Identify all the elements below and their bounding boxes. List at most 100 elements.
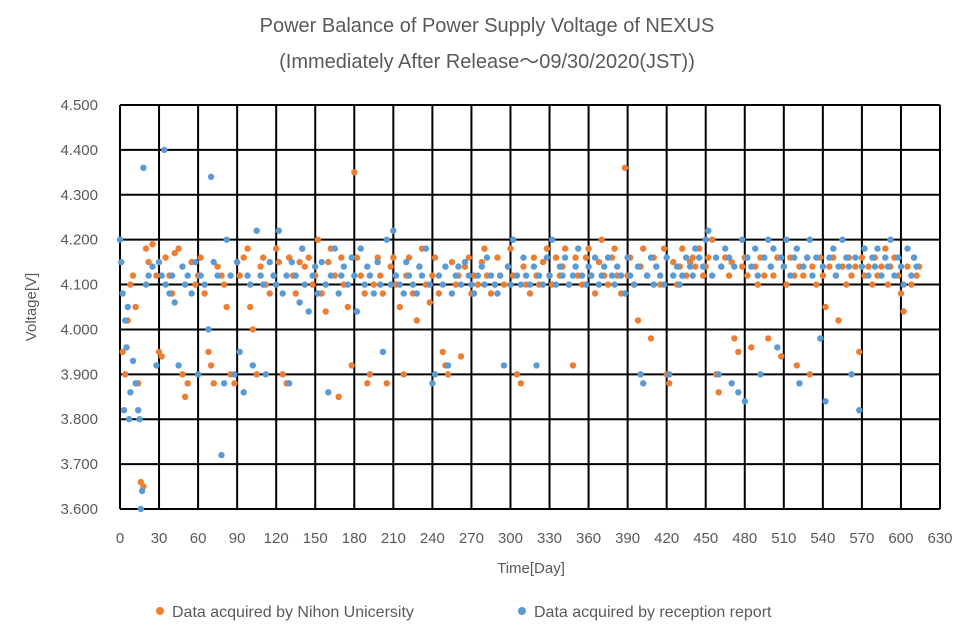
data-point <box>699 263 707 270</box>
x-tick-label: 150 <box>303 530 328 547</box>
data-point <box>699 272 707 279</box>
data-point <box>155 258 163 266</box>
data-point <box>689 254 696 261</box>
data-point <box>396 281 403 288</box>
data-point <box>364 380 371 387</box>
data-point <box>731 335 738 342</box>
data-point <box>526 281 534 288</box>
data-point <box>366 272 374 279</box>
data-point <box>741 398 748 405</box>
data-point <box>709 272 716 279</box>
data-point <box>383 236 390 243</box>
data-point <box>666 371 673 378</box>
data-point <box>457 353 465 360</box>
data-point <box>188 290 195 297</box>
data-point <box>601 263 608 270</box>
data-point <box>643 272 651 279</box>
data-point <box>819 263 827 270</box>
data-point <box>175 245 182 252</box>
data-point <box>314 236 321 243</box>
data-point <box>666 380 673 387</box>
data-point <box>179 263 186 270</box>
x-tick-label: 630 <box>927 530 952 547</box>
data-point <box>431 371 439 378</box>
data-point <box>301 281 308 288</box>
data-point <box>119 348 126 356</box>
data-point <box>244 245 251 252</box>
data-point <box>140 164 147 171</box>
data-point <box>767 263 774 270</box>
data-point <box>884 263 892 270</box>
data-point <box>683 254 690 261</box>
data-point <box>653 263 660 270</box>
data-point <box>153 272 160 279</box>
data-point <box>761 254 768 261</box>
data-point <box>181 393 189 400</box>
data-point <box>478 263 485 270</box>
data-point <box>142 245 150 252</box>
data-point <box>231 380 238 387</box>
data-point <box>793 362 800 369</box>
data-point <box>621 290 629 297</box>
data-point <box>856 407 863 414</box>
data-point <box>426 281 433 288</box>
data-point <box>491 281 499 288</box>
data-point <box>119 290 126 297</box>
data-point <box>591 290 599 297</box>
data-point <box>214 272 221 279</box>
data-point <box>910 254 918 261</box>
data-point <box>127 281 134 288</box>
data-point <box>325 389 332 396</box>
data-point <box>845 263 853 270</box>
data-point <box>878 272 885 279</box>
data-point <box>439 348 446 356</box>
data-point <box>852 254 859 261</box>
data-point <box>220 380 228 387</box>
data-point <box>136 416 143 423</box>
data-point <box>770 272 777 279</box>
data-point <box>184 272 191 279</box>
data-point <box>444 362 452 369</box>
data-point <box>578 272 586 279</box>
data-point <box>465 254 472 261</box>
data-point <box>878 263 885 270</box>
data-point <box>800 263 807 270</box>
data-point <box>630 281 638 288</box>
data-point <box>670 258 677 266</box>
data-point <box>214 263 221 270</box>
data-point <box>227 272 234 279</box>
data-point <box>275 258 282 266</box>
data-point <box>145 258 152 266</box>
x-tick-label: 180 <box>342 530 367 547</box>
data-point <box>582 281 590 288</box>
data-point <box>595 258 603 266</box>
data-point <box>301 263 308 270</box>
data-point <box>696 254 703 261</box>
data-point <box>500 362 508 369</box>
data-point <box>897 290 905 297</box>
data-point <box>318 258 325 266</box>
data-point <box>530 254 538 261</box>
data-point <box>813 254 820 261</box>
data-point <box>175 362 182 369</box>
data-point <box>370 290 377 297</box>
data-point <box>338 254 345 261</box>
data-point <box>826 263 833 270</box>
data-point <box>686 263 694 270</box>
x-tick-label: 210 <box>381 530 406 547</box>
data-point <box>325 258 332 266</box>
data-point <box>754 281 761 288</box>
data-point <box>634 263 642 270</box>
data-point <box>322 281 329 288</box>
data-point <box>118 258 125 266</box>
data-point <box>692 245 699 252</box>
data-point <box>614 263 621 270</box>
data-point <box>364 263 371 270</box>
data-point <box>822 398 829 405</box>
data-points <box>116 146 923 513</box>
data-point <box>715 389 722 396</box>
data-point <box>435 290 443 297</box>
data-point <box>611 245 618 252</box>
data-point <box>309 272 316 279</box>
data-point <box>660 281 668 288</box>
